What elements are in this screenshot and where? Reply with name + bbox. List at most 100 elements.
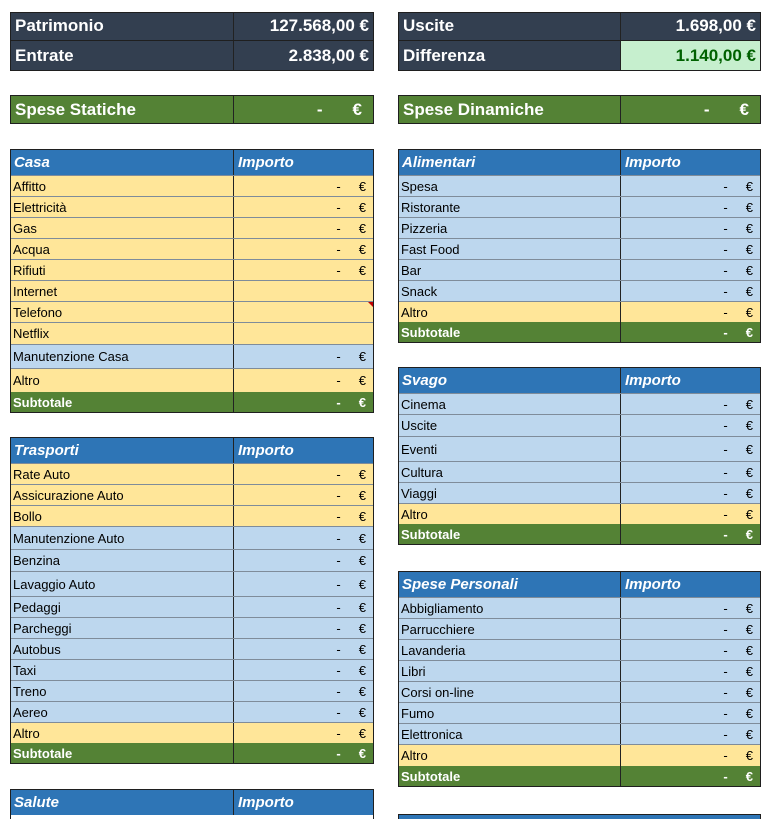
table-row[interactable]: Uscite - € — [398, 414, 761, 436]
row-amount[interactable]: - € — [723, 485, 753, 501]
row-amount[interactable]: - € — [336, 725, 366, 741]
row-amount[interactable]: - € — [723, 262, 753, 278]
table-row[interactable]: Eventi - € — [398, 436, 761, 461]
row-amount[interactable]: - € — [723, 396, 753, 412]
table-row[interactable]: Viaggi - € — [398, 482, 761, 503]
table-row[interactable]: Manutenzione Casa - € — [10, 344, 374, 368]
row-amount[interactable]: - € — [723, 600, 753, 616]
row-amount[interactable]: - € — [336, 178, 366, 194]
row-amount[interactable]: - € — [723, 464, 753, 480]
table-row[interactable]: Abbigliamento - € — [398, 597, 761, 618]
table-row[interactable]: Altro - € — [10, 722, 374, 743]
row-amount[interactable]: - € — [336, 553, 366, 568]
row-amount[interactable]: - € — [336, 662, 366, 678]
table-row[interactable]: Altro - € — [10, 368, 374, 392]
row-amount[interactable]: - € — [336, 508, 366, 524]
differenza-row[interactable]: Differenza 1.140,00 € — [398, 41, 761, 71]
table-row[interactable]: Cinema - € — [398, 393, 761, 414]
row-amount[interactable] — [234, 281, 374, 301]
row-amount[interactable]: - € — [723, 642, 753, 658]
row-amount[interactable]: - € — [336, 487, 366, 503]
table-row[interactable]: Taxi - € — [10, 659, 374, 680]
entrate-row[interactable]: Entrate 2.838,00 € — [10, 41, 374, 71]
row-amount[interactable]: - € — [723, 418, 753, 433]
table-row[interactable]: Parrucchiere - € — [398, 618, 761, 639]
table-row[interactable]: Corsi on-line - € — [398, 681, 761, 702]
table-row[interactable]: Fumo - € — [398, 702, 761, 723]
row-amount[interactable]: - € — [723, 441, 753, 457]
row-amount[interactable]: - € — [336, 262, 366, 278]
table-row[interactable]: Altro - € — [398, 503, 761, 524]
table-row[interactable]: Autobus - € — [10, 638, 374, 659]
table-row[interactable]: Spesa - € — [398, 175, 761, 196]
row-amount[interactable]: - € — [336, 466, 366, 482]
row-amount[interactable]: - € — [336, 220, 366, 236]
table-row[interactable]: Parcheggi - € — [10, 617, 374, 638]
row-amount[interactable]: - € — [336, 704, 366, 720]
personali-header-row[interactable]: Spese Personali Importo — [398, 571, 761, 597]
row-amount[interactable]: - € — [723, 283, 753, 299]
table-row[interactable]: Netflix — [10, 322, 374, 344]
alimentari-subtotal-row[interactable]: Subtotale - € — [398, 322, 761, 343]
table-row[interactable]: Elettricità - € — [10, 196, 374, 217]
row-amount[interactable]: - € — [723, 621, 753, 637]
table-row[interactable]: Elettronica - € — [398, 723, 761, 744]
row-amount[interactable]: - € — [336, 683, 366, 699]
svago-header-row[interactable]: Svago Importo — [398, 367, 761, 393]
trasporti-subtotal-row[interactable]: Subtotale - € — [10, 743, 374, 764]
svago-subtotal-row[interactable]: Subtotale - € — [398, 524, 761, 545]
row-amount[interactable]: - € — [336, 373, 366, 388]
row-amount[interactable]: - € — [336, 599, 366, 615]
row-amount[interactable]: - € — [336, 241, 366, 257]
table-row[interactable]: Treno - € — [10, 680, 374, 701]
table-row[interactable]: Altro - € — [398, 301, 761, 322]
row-amount[interactable]: - € — [723, 705, 753, 721]
row-amount[interactable]: - € — [336, 199, 366, 215]
trasporti-header-row[interactable]: Trasporti Importo — [10, 437, 374, 463]
row-amount[interactable]: - € — [336, 641, 366, 657]
row-amount[interactable]: - € — [336, 576, 366, 592]
alimentari-header-row[interactable]: Alimentari Importo — [398, 149, 761, 175]
table-row[interactable]: Fast Food - € — [398, 238, 761, 259]
row-amount[interactable] — [234, 302, 374, 322]
row-amount[interactable]: - € — [723, 506, 753, 522]
table-row[interactable]: Internet — [10, 280, 374, 301]
row-amount[interactable]: - € — [723, 684, 753, 700]
table-row[interactable]: Telefono — [10, 301, 374, 322]
row-amount[interactable]: - € — [723, 726, 753, 742]
row-amount[interactable]: - € — [723, 199, 753, 215]
row-amount[interactable]: - € — [723, 748, 753, 763]
row-amount[interactable]: - € — [723, 304, 753, 320]
table-row[interactable]: Libri - € — [398, 660, 761, 681]
row-amount[interactable]: - € — [336, 620, 366, 636]
spese-statiche-header[interactable]: Spese Statiche - € — [10, 95, 374, 124]
row-amount[interactable]: - € — [336, 530, 366, 546]
patrimonio-row[interactable]: Patrimonio 127.568,00 € — [10, 12, 374, 41]
table-row[interactable]: Bollo - € — [10, 505, 374, 526]
table-row[interactable]: Aereo - € — [10, 701, 374, 722]
personali-subtotal-row[interactable]: Subtotale - € — [398, 766, 761, 787]
row-amount[interactable]: - € — [723, 663, 753, 679]
table-row[interactable]: Affitto - € — [10, 175, 374, 196]
row-amount[interactable] — [234, 323, 374, 344]
uscite-row[interactable]: Uscite 1.698,00 € — [398, 12, 761, 41]
table-row[interactable]: Lavaggio Auto - € — [10, 571, 374, 596]
row-amount[interactable]: - € — [723, 178, 753, 194]
table-row[interactable]: Manutenzione Auto - € — [10, 526, 374, 549]
row-amount[interactable]: - € — [336, 349, 366, 364]
table-row[interactable]: Pizzeria - € — [398, 217, 761, 238]
table-row[interactable]: Rifiuti - € — [10, 259, 374, 280]
table-row[interactable]: Snack - € — [398, 280, 761, 301]
table-row[interactable]: Rate Auto - € — [10, 463, 374, 484]
table-row[interactable]: Lavanderia - € — [398, 639, 761, 660]
table-row[interactable]: Benzina - € — [10, 549, 374, 571]
table-row[interactable]: Cultura - € — [398, 461, 761, 482]
table-row[interactable]: Assicurazione Auto - € — [10, 484, 374, 505]
row-amount[interactable]: - € — [723, 220, 753, 236]
casa-subtotal-row[interactable]: Subtotale - € — [10, 392, 374, 413]
table-row[interactable]: Pedaggi - € — [10, 596, 374, 617]
casa-header-row[interactable]: Casa Importo — [10, 149, 374, 175]
table-row[interactable]: Gas - € — [10, 217, 374, 238]
table-row[interactable]: Acqua - € — [10, 238, 374, 259]
spese-dinamiche-header[interactable]: Spese Dinamiche - € — [398, 95, 761, 124]
